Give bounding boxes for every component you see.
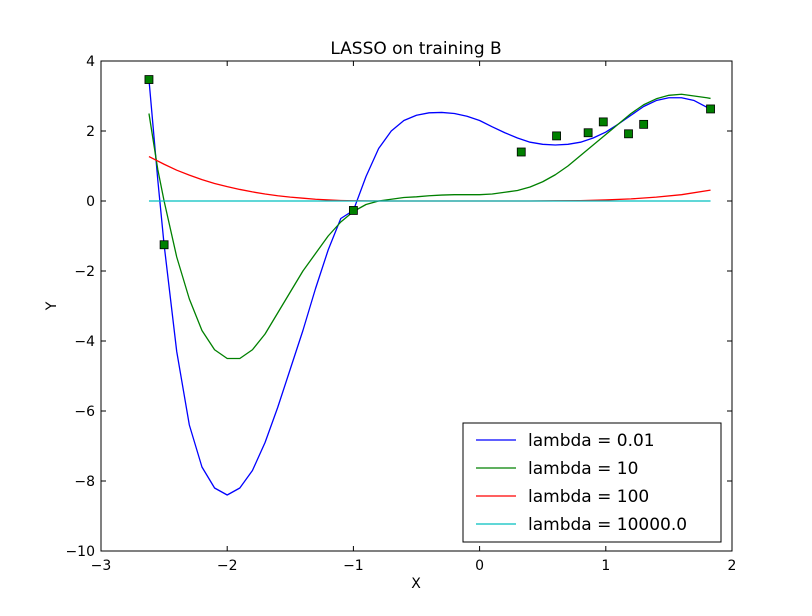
y-tick-label: −4: [74, 334, 95, 350]
legend-label-1: lambda = 10: [528, 459, 638, 479]
data-point: [144, 75, 154, 84]
data-point: [159, 240, 169, 250]
x-tick-label: 0: [475, 558, 484, 574]
data-point: [516, 147, 526, 157]
y-tick-label: 2: [86, 124, 95, 140]
points-layer: [144, 75, 715, 250]
data-point: [348, 206, 358, 215]
y-tick-label: −10: [65, 544, 95, 560]
x-tick-label: −2: [217, 558, 238, 574]
y-tick-label: −8: [74, 474, 95, 490]
legend-box: [462, 422, 722, 543]
legend: lambda = 0.01 lambda = 10 lambda = 100 lamb…: [462, 422, 722, 543]
y-tick-label: −2: [74, 264, 95, 280]
data-point: [552, 131, 561, 141]
chart-title: LASSO on training B: [330, 39, 501, 59]
y-axis-label: Y: [44, 301, 60, 311]
legend-label-0: lambda = 0.01: [528, 431, 655, 451]
x-tick-label: 2: [728, 558, 737, 574]
legend-label-2: lambda = 100: [528, 487, 649, 507]
y-tick-label: −6: [74, 404, 95, 420]
data-point: [598, 117, 608, 127]
y-tick-label: 0: [86, 194, 95, 210]
legend-label-3: lambda = 10000.0: [528, 515, 687, 535]
data-point: [624, 129, 633, 139]
series-layer: [148, 79, 711, 496]
legend-entries: lambda = 0.01 lambda = 10 lambda = 100 lamb…: [476, 431, 687, 535]
x-axis-label: X: [411, 576, 421, 592]
x-tick-label: 1: [601, 558, 610, 574]
x-tick-label: −3: [91, 558, 112, 574]
series-line-1: [148, 93, 711, 360]
plot-frame: [100, 60, 733, 552]
data-point: [583, 128, 593, 138]
y-tick-label: 4: [86, 54, 95, 70]
data-point: [639, 119, 649, 129]
data-point: [706, 104, 715, 114]
x-tick-label: −1: [343, 558, 364, 574]
